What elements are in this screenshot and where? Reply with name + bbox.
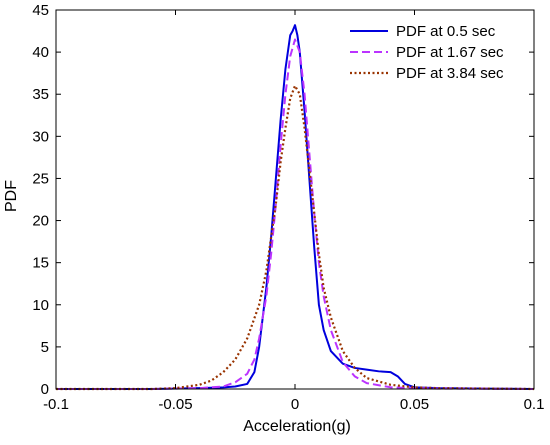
axes-layer: -0.1 -0.05 0 0.05 0.1 0 5 10 15 20 25 30 35 40 45 bbox=[32, 2, 544, 413]
y-tick-label: 30 bbox=[32, 128, 49, 145]
x-tick-label: -0.05 bbox=[158, 396, 192, 413]
y-tick-label: 40 bbox=[32, 44, 49, 61]
x-tick-label: 0 bbox=[291, 396, 299, 413]
legend-label-1: PDF at 0.5 sec bbox=[396, 23, 496, 40]
y-axis-label: PDF bbox=[3, 180, 20, 212]
legend-label-3: PDF at 3.84 sec bbox=[396, 65, 504, 82]
y-tick-label: 20 bbox=[32, 213, 49, 230]
series-line-3 bbox=[56, 84, 535, 391]
x-axis-label: Acceleration(g) bbox=[243, 418, 351, 435]
y-tick-label: 25 bbox=[32, 170, 49, 187]
plot-area bbox=[56, 10, 534, 389]
plot-background bbox=[56, 10, 534, 389]
y-tick-label: 10 bbox=[32, 297, 49, 314]
y-tick-label: 45 bbox=[32, 2, 49, 19]
y-tick-label: 5 bbox=[41, 339, 49, 356]
y-tick-label: 35 bbox=[32, 86, 49, 103]
legend: PDF at 0.5 sec PDF at 1.67 sec PDF at 3.84… bbox=[350, 23, 504, 82]
legend-label-2: PDF at 1.67 sec bbox=[396, 44, 504, 61]
x-tick-label: 0.05 bbox=[400, 396, 429, 413]
y-tick-label: 0 bbox=[41, 381, 49, 398]
x-tick-label: -0.1 bbox=[43, 396, 69, 413]
series-line-2 bbox=[56, 38, 535, 390]
series-layer bbox=[56, 24, 535, 391]
y-tick-label: 15 bbox=[32, 255, 49, 272]
x-tick-label: 0.1 bbox=[524, 396, 545, 413]
